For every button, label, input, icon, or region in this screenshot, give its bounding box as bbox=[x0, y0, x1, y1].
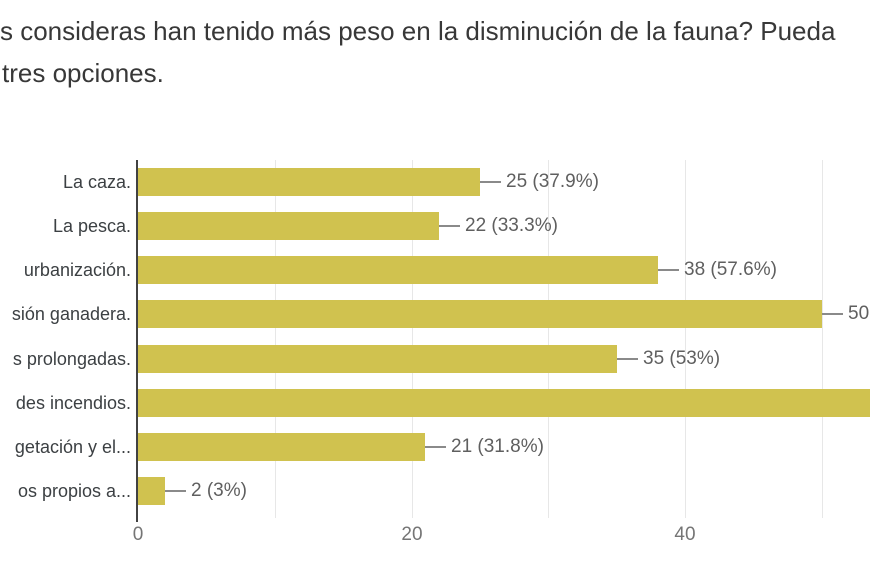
bar-row: 21 (31.8%) bbox=[138, 433, 544, 461]
category-label: urbanización. bbox=[23, 260, 131, 280]
annotation-callout-line bbox=[822, 313, 843, 315]
gridline bbox=[548, 160, 549, 518]
value-annotation: 2 (3%) bbox=[191, 480, 247, 501]
bar bbox=[138, 212, 439, 240]
gridline bbox=[412, 160, 413, 518]
bar-row: 25 (37.9%) bbox=[138, 168, 599, 196]
value-annotation: 35 (53%) bbox=[643, 348, 721, 369]
bar bbox=[138, 433, 425, 461]
x-tick-label: 0 bbox=[132, 524, 144, 545]
chart-title-line2: tres opciones. bbox=[2, 58, 164, 88]
annotation-callout-line bbox=[425, 446, 446, 448]
category-label: s prolongadas. bbox=[12, 349, 131, 369]
annotation-callout-line bbox=[165, 490, 186, 492]
value-annotation: 21 (31.8%) bbox=[451, 436, 544, 457]
bar-row: 2 (3%) bbox=[138, 477, 247, 505]
bar bbox=[138, 345, 617, 373]
value-annotation: 25 (37.9%) bbox=[506, 171, 599, 192]
category-label: getación y el... bbox=[14, 437, 131, 457]
bar-row: 50 bbox=[138, 300, 869, 328]
bar bbox=[138, 168, 480, 196]
bar bbox=[138, 300, 822, 328]
gridline bbox=[822, 160, 823, 518]
gridline bbox=[685, 160, 686, 518]
category-label: La pesca. bbox=[52, 216, 131, 236]
bar-row: 22 (33.3%) bbox=[138, 212, 558, 240]
category-label: os propios a... bbox=[17, 481, 131, 501]
category-label: La caza. bbox=[62, 172, 131, 192]
category-label: des incendios. bbox=[15, 393, 131, 413]
category-label: sión ganadera. bbox=[11, 304, 131, 324]
y-axis-line bbox=[136, 160, 138, 522]
annotation-callout-line bbox=[480, 181, 501, 183]
x-tick-label: 40 bbox=[674, 524, 696, 545]
gridline bbox=[275, 160, 276, 518]
value-annotation: 22 (33.3%) bbox=[465, 215, 558, 236]
value-annotation: 50 bbox=[848, 303, 870, 324]
chart-title-line1: s consideras han tenido más peso en la d… bbox=[0, 16, 836, 46]
bar bbox=[138, 477, 165, 505]
annotation-callout-line bbox=[439, 225, 460, 227]
annotation-callout-line bbox=[658, 269, 679, 271]
annotation-callout-line bbox=[617, 358, 638, 360]
bar-chart-plot-area: La caza. 25 (37.9%) La pesca. 22 (33.3%) urb… bbox=[0, 160, 870, 580]
value-annotation: 38 (57.6%) bbox=[684, 259, 777, 280]
x-tick-label: 20 bbox=[401, 524, 423, 545]
bar-row: 35 (53%) bbox=[138, 345, 720, 373]
bar-row bbox=[138, 389, 870, 417]
bar bbox=[138, 389, 870, 417]
bar-row: 38 (57.6%) bbox=[138, 256, 777, 284]
bar bbox=[138, 256, 658, 284]
